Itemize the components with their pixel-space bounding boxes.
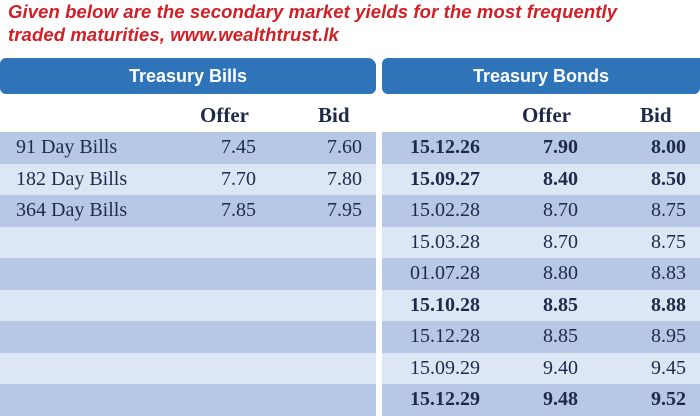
table-row: 15.10.28 8.85 8.88 [382,289,700,321]
bond-offer: 8.80 [543,262,578,284]
bond-offer: 9.40 [543,356,578,379]
bill-label: 364 Day Bills [16,199,128,221]
treasury-bonds-panel: Treasury Bonds Offer Bid 15.12.26 7.90 8.0… [382,52,700,416]
table-row: 15.12.26 7.90 8.00 [382,132,700,164]
bond-bid: 8.95 [651,325,686,347]
treasury-bills-header: Treasury Bills [0,58,376,94]
bond-maturity: 15.09.29 [410,356,480,379]
table-row: 15.09.27 8.40 8.50 [382,163,700,195]
bills-offer-column-header: Offer [200,103,249,127]
bond-maturity: 15.10.28 [410,293,480,316]
bond-maturity: 15.02.28 [410,199,480,221]
bill-offer: 7.70 [221,167,256,190]
bill-offer: 7.85 [221,199,256,221]
bill-bid: 7.60 [327,136,362,158]
bills-bid-column-header: Bid [318,103,350,127]
bond-bid: 8.75 [651,230,686,253]
bond-bid: 8.50 [651,167,686,190]
bill-bid: 7.95 [327,199,362,221]
table-row: 15.09.29 9.40 9.45 [382,352,700,384]
table-row: 182 Day Bills 7.70 7.80 [0,163,376,195]
bond-bid: 8.00 [651,136,686,158]
bond-offer: 7.90 [543,136,578,158]
table-row: 15.12.28 8.85 8.95 [382,321,700,353]
caption-line-2: traded maturities, www.wealthtrust.lk [8,24,339,45]
bond-maturity: 15.12.26 [410,136,480,158]
bill-label: 91 Day Bills [16,136,118,158]
bond-maturity: 15.03.28 [410,230,480,253]
bond-bid: 8.83 [651,262,686,284]
bond-maturity: 01.07.28 [410,262,480,284]
bill-bid: 7.80 [327,167,362,190]
bond-maturity: 15.12.28 [410,325,480,347]
table-row: 15.02.28 8.70 8.75 [382,195,700,227]
bond-bid: 8.75 [651,199,686,221]
bonds-offer-column-header: Offer [522,103,571,127]
table-row [0,321,376,353]
table-row [0,258,376,290]
caption: Given below are the secondary market yie… [8,0,698,46]
bond-offer: 8.85 [543,325,578,347]
bill-label: 182 Day Bills [16,167,128,190]
bond-offer: 8.85 [543,293,578,316]
bond-maturity: 15.09.27 [410,167,480,190]
bonds-bid-column-header: Bid [640,103,672,127]
table-row: 91 Day Bills 7.45 7.60 [0,132,376,164]
table-row: 01.07.28 8.80 8.83 [382,258,700,290]
table-row [0,226,376,258]
bill-offer: 7.45 [221,136,256,158]
table-row [0,352,376,384]
bond-offer: 8.40 [543,167,578,190]
table-row: 15.03.28 8.70 8.75 [382,226,700,258]
table-row: 364 Day Bills 7.85 7.95 [0,195,376,227]
bond-bid: 8.88 [651,293,686,316]
bond-offer: 8.70 [543,199,578,221]
treasury-bills-panel: Treasury Bills Offer Bid 91 Day Bills 7.4… [0,52,376,416]
caption-line-1: Given below are the secondary market yie… [8,1,618,22]
bond-offer: 8.70 [543,230,578,253]
treasury-bonds-header: Treasury Bonds [382,58,700,94]
bond-bid: 9.45 [651,356,686,379]
table-row [0,289,376,321]
